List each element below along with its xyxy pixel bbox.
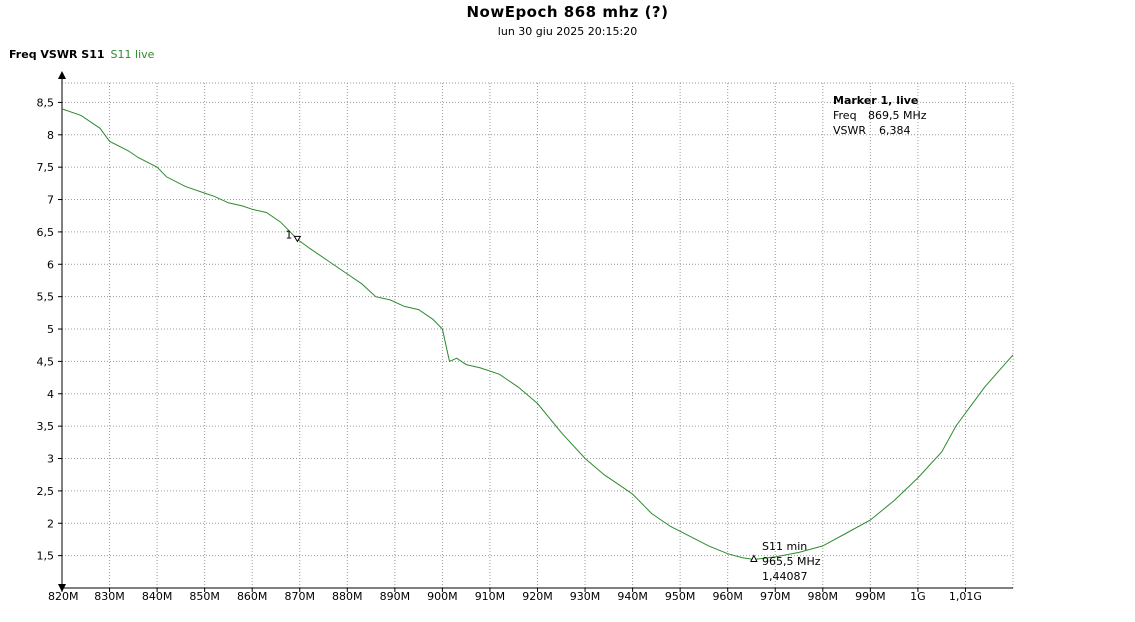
- y-tick-label: 8,5: [37, 96, 55, 109]
- x-tick-label: 970M: [760, 590, 791, 603]
- y-tick-label: 6,5: [37, 226, 55, 239]
- x-tick-label: 870M: [285, 590, 316, 603]
- y-axis-arrow-up-icon: [58, 71, 66, 79]
- x-tick-labels: 820M 830M 840M 850M 860M 870M 880M 890M 900M 910M…: [48, 590, 982, 603]
- y-tick-label: 7: [47, 194, 54, 207]
- x-tick-label: 920M: [522, 590, 553, 603]
- x-tick-label: 980M: [808, 590, 839, 603]
- min-marker-icon: [750, 554, 758, 562]
- x-tick-label: 1G: [910, 590, 926, 603]
- legend-axis-label: Freq VSWR S11: [9, 48, 105, 61]
- series-line-s11: [61, 108, 1014, 561]
- y-tick-label: 3,5: [37, 420, 55, 433]
- chart-title: NowEpoch 868 mhz (?): [466, 3, 669, 21]
- x-tick-label: 830M: [94, 590, 125, 603]
- y-tick-label: 4: [47, 388, 54, 401]
- axes: [58, 71, 1013, 592]
- chart-subtitle: lun 30 giu 2025 20:15:20: [497, 25, 638, 38]
- marker-box-freq-value: 869,5 MHz: [868, 109, 927, 122]
- marker-info-box: Marker 1, live Freq 869,5 MHz VSWR 6,384: [833, 94, 927, 137]
- x-tick-label: 940M: [617, 590, 648, 603]
- series-layer: [61, 108, 1014, 561]
- y-tick-label: 2,5: [37, 485, 55, 498]
- x-tick-label: 930M: [570, 590, 601, 603]
- min-annotation: S11 min 965,5 MHz 1,44087: [762, 540, 821, 583]
- x-tick-label: 840M: [142, 590, 173, 603]
- y-tick-label: 1,5: [37, 550, 55, 563]
- marker-1-label: 1: [285, 228, 292, 241]
- x-tick-label: 910M: [475, 590, 506, 603]
- y-tick-label: 2: [47, 517, 54, 530]
- marker-box-vswr-label: VSWR: [833, 124, 866, 137]
- min-annotation-line2: 965,5 MHz: [762, 555, 821, 568]
- marker-box-vswr-value: 6,384: [879, 124, 911, 137]
- x-tick-label: 890M: [380, 590, 411, 603]
- y-tick-label: 5,5: [37, 291, 55, 304]
- y-tick-label: 8: [47, 129, 54, 142]
- x-tick-label: 860M: [237, 590, 268, 603]
- y-tick-labels: 1,5 2 2,5 3 3,5 4 4,5 5 5,5 6 6,5 7 7,5 8 8,5: [37, 96, 55, 562]
- markers-layer: 1: [285, 228, 758, 562]
- x-tick-label: 950M: [665, 590, 696, 603]
- x-tick-label: 990M: [855, 590, 886, 603]
- min-annotation-line1: S11 min: [762, 540, 807, 553]
- min-annotation-line3: 1,44087: [762, 570, 808, 583]
- x-tick-label: 880M: [332, 590, 363, 603]
- grid: [62, 82, 1014, 588]
- x-tick-label: 900M: [427, 590, 458, 603]
- x-tick-label: 1,01G: [949, 590, 982, 603]
- x-tick-label: 850M: [189, 590, 220, 603]
- y-tick-label: 3: [47, 453, 54, 466]
- x-tick-label: 960M: [712, 590, 743, 603]
- y-tick-label: 4,5: [37, 355, 55, 368]
- legend-series-label: S11 live: [110, 48, 155, 61]
- y-tick-label: 6: [47, 258, 54, 271]
- x-tick-label: 820M: [48, 590, 79, 603]
- y-tick-label: 5: [47, 323, 54, 336]
- legend: Freq VSWR S11 S11 live: [9, 48, 154, 61]
- marker-box-freq-label: Freq: [833, 109, 857, 122]
- y-tick-label: 7,5: [37, 161, 55, 174]
- marker-1-icon: [293, 235, 302, 243]
- marker-box-title: Marker 1, live: [833, 94, 918, 107]
